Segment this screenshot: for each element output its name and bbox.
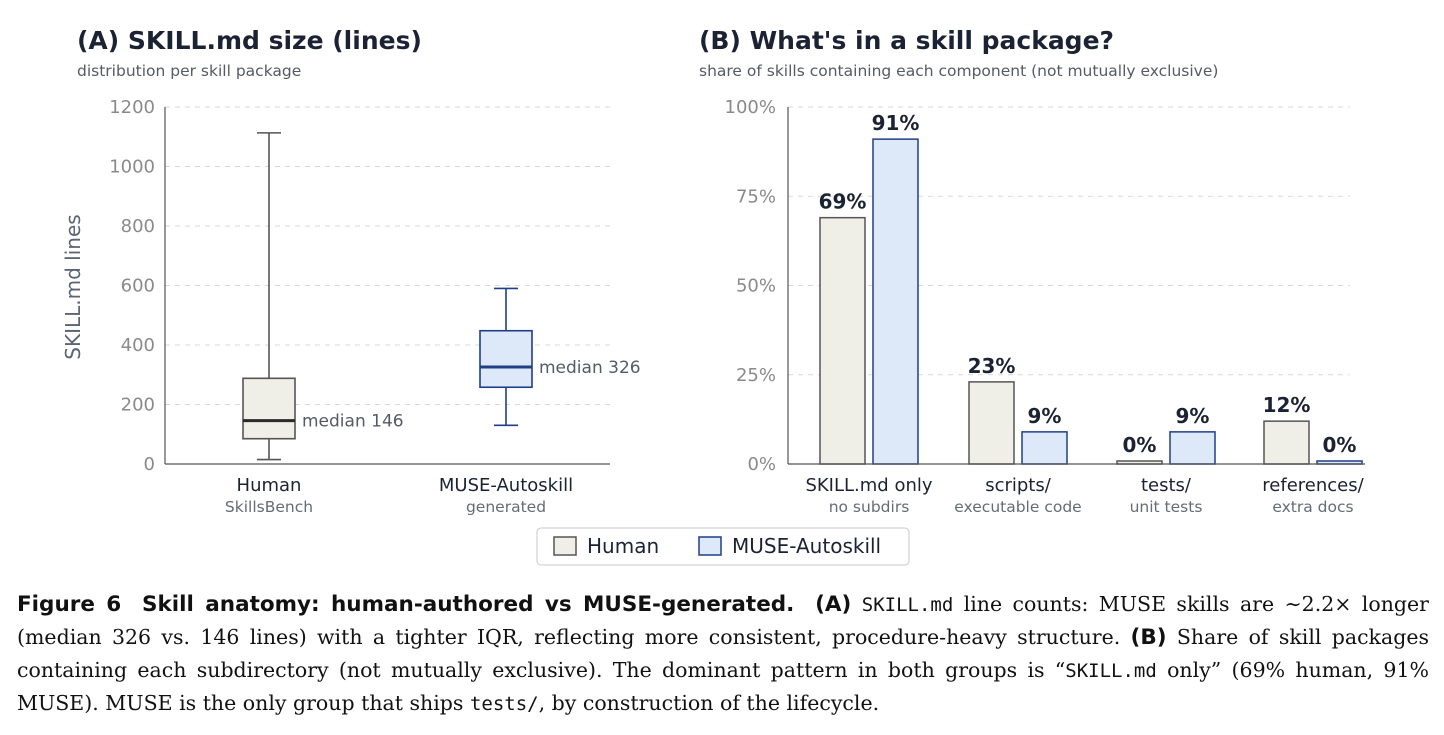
legend: Human MUSE-Autoskill — [536, 527, 910, 566]
legend-swatch-human — [553, 536, 577, 556]
category-sublabel: unit tests — [1130, 498, 1203, 516]
box-human: median 146 — [242, 132, 404, 461]
panel-b-barchart: (B) What's in a skill package? share of … — [699, 26, 1365, 516]
legend-label-human: Human — [587, 534, 659, 558]
caption-figure-title: Skill anatomy: human-authored vs MUSE-ge… — [142, 592, 795, 617]
figure-caption: Figure 6 Skill anatomy: human-authored v… — [17, 588, 1429, 720]
bar-human — [968, 381, 1015, 465]
y-tick-label: 800 — [121, 216, 155, 237]
y-tick-label: 0% — [747, 454, 776, 475]
bar-muse — [1021, 431, 1068, 465]
caption-part-a-label: (A) — [815, 592, 852, 617]
y-tick-label: 1200 — [109, 97, 155, 118]
bar-value-label: 0% — [1123, 433, 1157, 457]
panel-b-subtitle: share of skills containing each componen… — [699, 62, 1218, 80]
panel-a-y-ticks: 0 200 400 600 800 1000 1200 — [109, 97, 155, 475]
legend-frame — [536, 527, 910, 566]
caption-figure-label: Figure 6 — [17, 592, 122, 617]
legend-swatch-muse — [698, 536, 722, 556]
iqr-box — [479, 329, 533, 389]
panel-a-title: (A) SKILL.md size (lines) — [77, 26, 422, 55]
category-label: MUSE-Autoskill — [439, 475, 573, 496]
median-label: median 326 — [539, 358, 641, 378]
y-tick-label: 75% — [736, 186, 776, 207]
y-tick-label: 25% — [736, 365, 776, 386]
bar-value-label: 9% — [1028, 404, 1062, 428]
panel-a-subtitle: distribution per skill package — [77, 62, 301, 80]
bar-value-label: 23% — [968, 354, 1016, 378]
bar-value-label: 69% — [819, 190, 867, 214]
panel-a-categories: Human SkillsBench MUSE-Autoskill generated — [225, 475, 573, 516]
category-label: references/ — [1262, 475, 1364, 496]
caption-code-tests: tests/ — [469, 693, 539, 715]
category-label: tests/ — [1141, 475, 1192, 496]
y-tick-label: 600 — [121, 276, 155, 297]
panel-a-boxplot: (A) SKILL.md size (lines) distribution p… — [61, 26, 641, 516]
category-sublabel: no subdirs — [829, 498, 910, 516]
caption-part-a-text: line counts: MUSE skills are ∼2.2× longe… — [17, 592, 1429, 649]
y-tick-label: 0 — [144, 454, 155, 475]
caption-code-skill-md: SKILL.md — [861, 594, 954, 616]
category-sublabel: SkillsBench — [225, 498, 313, 516]
caption-code-skill-md-2: SKILL.md — [1065, 660, 1157, 682]
panel-a-y-axis-label: SKILL.md lines — [61, 214, 85, 359]
bar-value-label: 12% — [1263, 393, 1311, 417]
panel-b-y-ticks: 0% 25% 50% 75% 100% — [725, 97, 776, 475]
bar-muse — [872, 138, 919, 465]
bar-value-label: 91% — [872, 111, 920, 135]
caption-part-b-text-2: only” (69% human, 91% MUSE). MUSE is the… — [17, 658, 1429, 715]
category-sublabel: executable code — [954, 498, 1081, 516]
bar-muse — [1169, 431, 1216, 465]
y-tick-label: 1000 — [109, 157, 155, 178]
bar-value-label: 0% — [1323, 433, 1357, 457]
category-sublabel: extra docs — [1272, 498, 1353, 516]
category-label: Human — [237, 475, 302, 496]
category-label: scripts/ — [985, 475, 1052, 496]
category-label: SKILL.md only — [805, 475, 932, 496]
panel-b-title: (B) What's in a skill package? — [699, 26, 1114, 55]
panel-b-categories: SKILL.md only no subdirs scripts/executabl… — [805, 475, 1364, 516]
legend-label-muse: MUSE-Autoskill — [732, 534, 881, 558]
caption-part-b-text-1: Share of skill packages containing each … — [17, 625, 1429, 682]
bar-value-label: 9% — [1176, 404, 1210, 428]
y-tick-label: 200 — [121, 395, 155, 416]
caption-part-b-text-3: , by construction of the lifecycle. — [538, 691, 880, 715]
y-tick-label: 400 — [121, 335, 155, 356]
bar-human — [1263, 420, 1310, 465]
median-label: median 146 — [302, 412, 404, 432]
y-tick-label: 100% — [725, 97, 776, 118]
category-sublabel: generated — [466, 498, 546, 516]
panel-a-boxes: median 146 median 326 — [242, 132, 641, 461]
panel-a-gridlines — [165, 106, 610, 405]
caption-part-b-label: (B) — [1130, 625, 1167, 650]
bar-human — [819, 216, 866, 465]
y-tick-label: 50% — [736, 276, 776, 297]
iqr-box — [242, 377, 296, 440]
figure-canvas: (A) SKILL.md size (lines) distribution p… — [61, 26, 1365, 566]
panel-b-bars: 69% 91% 23% 9% 0% 9% 12% 0% — [819, 111, 1363, 465]
box-muse: median 326 — [479, 287, 641, 427]
